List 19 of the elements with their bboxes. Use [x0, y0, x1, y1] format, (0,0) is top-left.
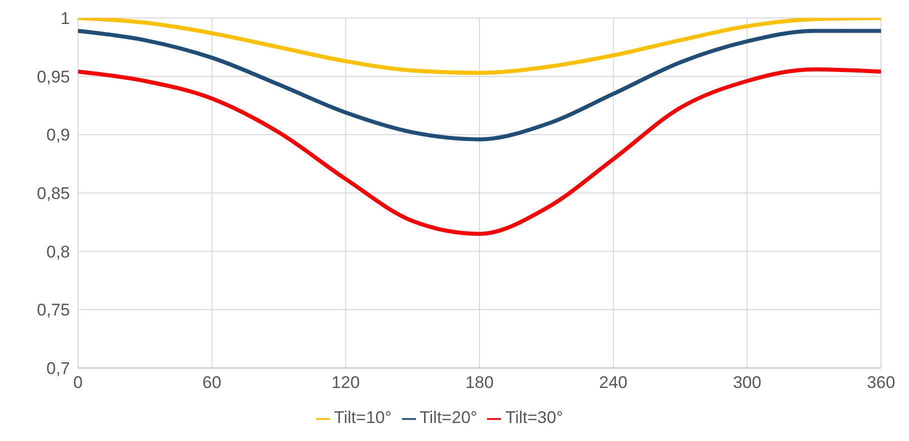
y-tick-label: 0,85	[36, 184, 70, 204]
x-tick-label: 0	[73, 373, 83, 392]
x-tick-label: 120	[331, 373, 360, 392]
y-tick-label: 0,7	[46, 359, 70, 378]
legend-label: Tilt=20°	[420, 408, 478, 427]
x-tick-label: 240	[599, 373, 628, 392]
x-tick-label: 360	[866, 373, 896, 392]
x-tick-label: 180	[465, 373, 494, 392]
legend-label: Tilt=10°	[334, 408, 392, 427]
x-tick-label: 300	[732, 373, 762, 392]
y-tick-label: 0,9	[46, 126, 70, 145]
legend-label: Tilt=30°	[505, 408, 563, 427]
y-tick-label: 0,8	[46, 242, 70, 262]
x-tick-label: 60	[202, 373, 222, 392]
y-tick-label: 0,75	[36, 300, 70, 320]
y-tick-label: 0,95	[36, 67, 70, 86]
y-tick-label: 1	[60, 9, 70, 28]
line-series	[78, 28, 881, 142]
line-series	[78, 67, 881, 236]
